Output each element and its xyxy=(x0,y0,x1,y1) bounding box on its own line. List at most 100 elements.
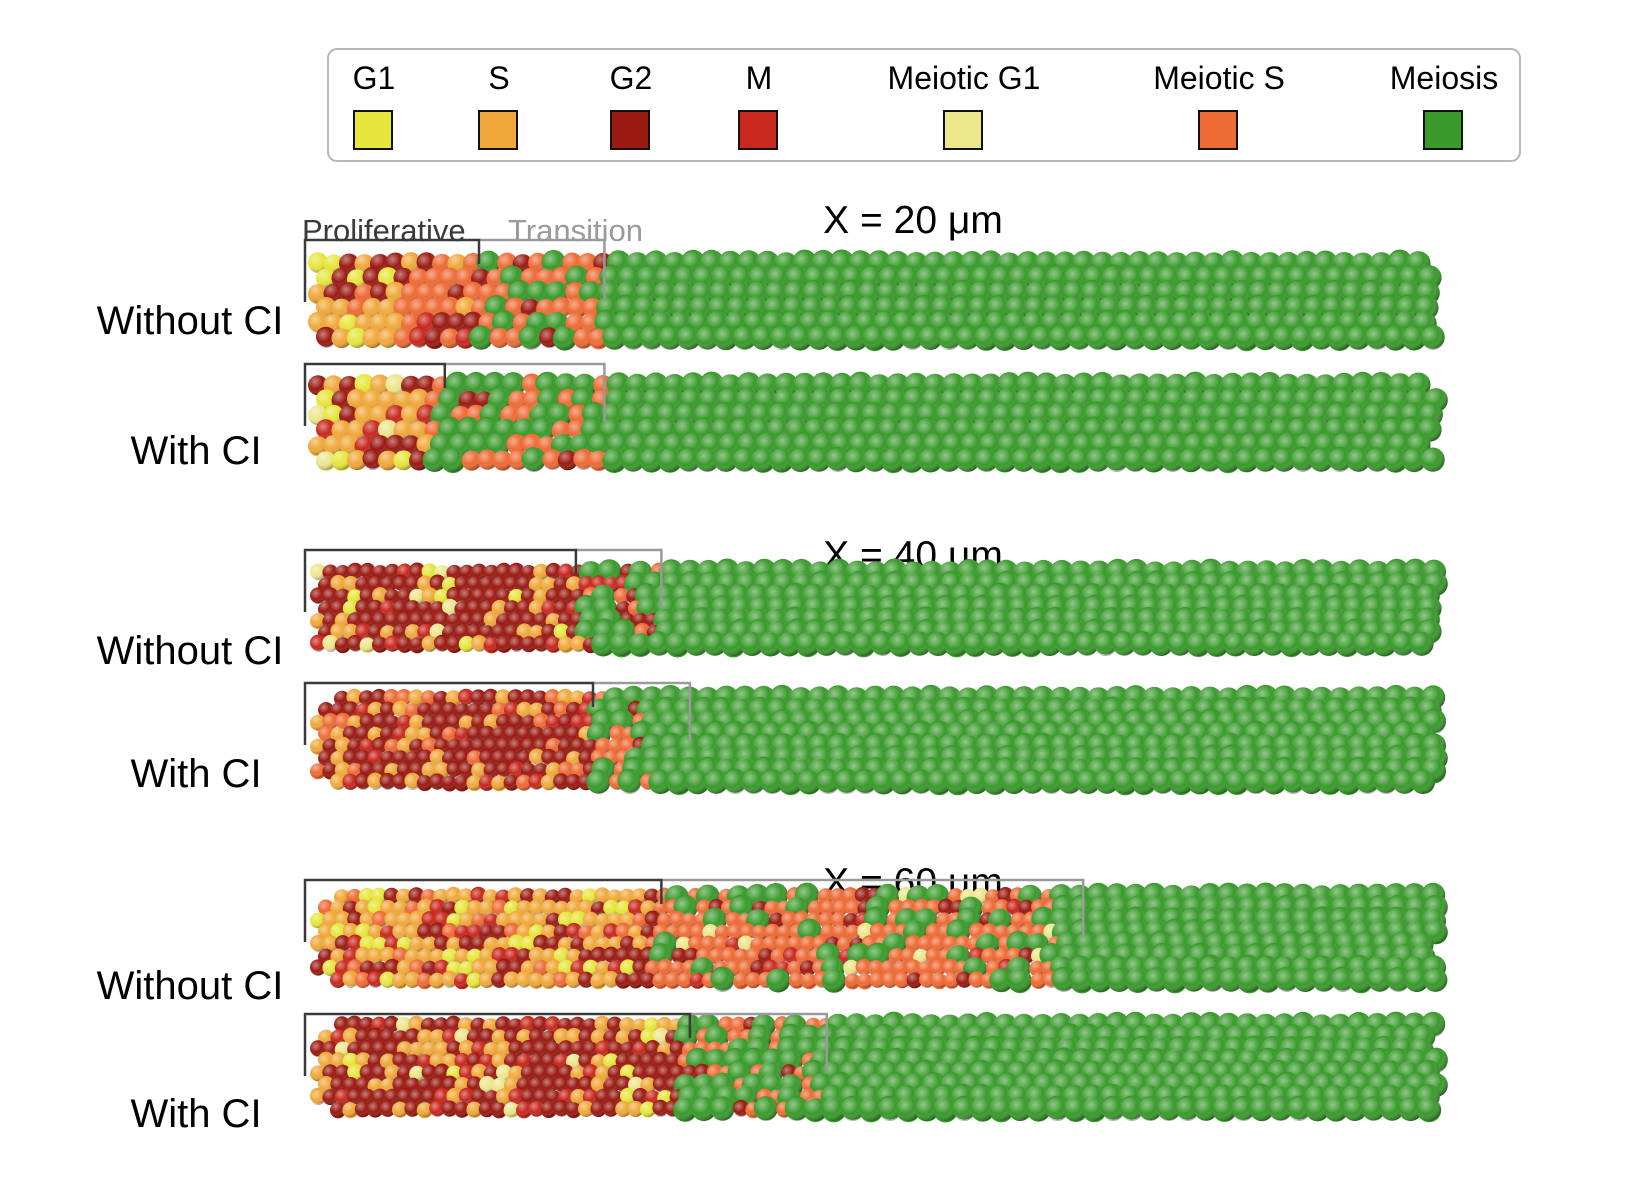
cell-shade xyxy=(1402,326,1427,350)
cell-shade xyxy=(570,636,587,652)
cell-shade xyxy=(851,632,876,656)
cell-shade xyxy=(442,600,458,616)
cell-shade xyxy=(1160,448,1185,472)
cell-shade xyxy=(422,448,447,472)
cell-shade xyxy=(566,576,582,592)
cell-shade xyxy=(471,738,488,754)
cell-shade xyxy=(334,636,351,652)
cell-shade xyxy=(1130,632,1155,656)
legend-label: Meiotic G1 xyxy=(887,60,1041,96)
cell-shade xyxy=(1271,448,1296,472)
cell-shade xyxy=(384,738,401,754)
cell-shade xyxy=(342,600,359,616)
cell-shade xyxy=(553,600,570,616)
cell-shade xyxy=(1309,448,1334,472)
cell-shade xyxy=(483,612,500,628)
cell-shade xyxy=(1197,326,1222,350)
legend-label: Meiotic S xyxy=(1153,60,1285,96)
cell-shade xyxy=(833,632,857,656)
cell-shade xyxy=(378,450,398,470)
legend-label: M xyxy=(745,60,773,96)
cell-shade xyxy=(491,726,508,742)
cell-shade xyxy=(1383,448,1408,472)
cell-shade xyxy=(458,714,475,730)
cell-shade xyxy=(393,328,414,348)
cell-shade xyxy=(1253,326,1278,350)
cell-shade xyxy=(926,632,950,656)
cell-shade xyxy=(393,450,414,470)
cell-shade xyxy=(316,268,336,288)
legend-label: Meiosis xyxy=(1389,60,1499,96)
cell-shade xyxy=(1000,632,1025,656)
cell-shade xyxy=(504,726,520,742)
cell-shade xyxy=(992,448,1017,472)
cell-shade xyxy=(372,612,388,628)
cell-shade xyxy=(1074,632,1099,656)
cell-shade xyxy=(520,714,537,730)
cell-shade xyxy=(676,326,701,350)
cell-shade xyxy=(396,738,413,754)
cell-shade xyxy=(788,448,813,472)
cell-shade xyxy=(1056,632,1081,656)
cell-shade xyxy=(489,328,510,348)
cell-shade xyxy=(441,448,466,472)
cell-shade xyxy=(628,632,653,656)
cell-shade xyxy=(1093,632,1118,656)
cell-shade xyxy=(1309,326,1334,350)
cell-shade xyxy=(1104,448,1129,472)
cell-shade xyxy=(370,283,390,303)
cell-shade xyxy=(483,564,500,580)
cell-shade xyxy=(751,448,776,472)
cell-shade xyxy=(396,714,413,730)
cell-shade xyxy=(466,726,483,742)
legend-swatch xyxy=(1198,110,1238,150)
cell-shade xyxy=(1242,632,1267,656)
cell-shade xyxy=(446,738,463,754)
phase-legend: G1 S G2 M Meiotic G1 Meiotic S Meiosis xyxy=(327,48,1521,162)
cell-shade xyxy=(433,690,450,706)
cell-shade xyxy=(788,326,813,350)
cell-shade xyxy=(339,313,359,333)
cell-shade xyxy=(528,576,545,592)
cell-shade xyxy=(553,726,570,742)
cell-shade xyxy=(372,636,388,652)
cell-shade xyxy=(409,612,426,628)
cell-shade xyxy=(479,726,496,742)
cell-shade xyxy=(658,326,683,350)
cell-shade xyxy=(532,690,549,706)
cell-shade xyxy=(384,588,401,604)
cell-shade xyxy=(504,576,520,592)
cell-shade xyxy=(429,702,446,718)
cell-shade xyxy=(447,313,468,333)
cell-shade xyxy=(552,326,577,350)
cell-shade xyxy=(822,968,846,992)
cell-shade xyxy=(1048,326,1073,350)
cell-shade xyxy=(609,632,634,656)
cell-shade xyxy=(545,588,562,604)
cell-shade xyxy=(432,313,452,333)
cell-shade xyxy=(362,328,383,348)
cell-shade xyxy=(471,636,488,652)
cell-shade xyxy=(814,632,839,656)
cell-shade xyxy=(392,576,409,592)
cell-shade xyxy=(434,636,450,652)
cell-shade xyxy=(557,450,578,470)
cell-shade xyxy=(384,612,401,628)
cell-shade xyxy=(1085,326,1110,350)
cell-shade xyxy=(316,450,336,470)
cell-shade xyxy=(401,405,421,425)
cell-shade xyxy=(380,600,396,616)
cell-shade xyxy=(1327,326,1352,350)
cell-shade xyxy=(378,390,398,410)
cell-shade xyxy=(844,326,869,350)
cell-shade xyxy=(542,450,563,470)
cell-shade xyxy=(401,435,421,455)
cell-shade xyxy=(330,576,347,592)
cell-shade xyxy=(1037,632,1062,656)
cell-shade xyxy=(1402,448,1427,472)
cell-shade xyxy=(378,420,398,440)
cell-shade xyxy=(613,588,630,604)
cell-shade xyxy=(334,738,351,754)
cell-shade xyxy=(918,326,943,350)
